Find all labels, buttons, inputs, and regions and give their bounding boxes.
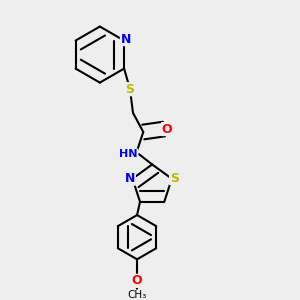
Text: O: O: [132, 274, 142, 287]
Text: HN: HN: [119, 149, 138, 159]
Text: S: S: [169, 172, 178, 184]
Text: S: S: [125, 83, 134, 96]
Text: O: O: [162, 122, 172, 136]
Text: N: N: [120, 33, 131, 46]
Text: CH₃: CH₃: [128, 290, 147, 300]
Text: N: N: [125, 172, 135, 185]
